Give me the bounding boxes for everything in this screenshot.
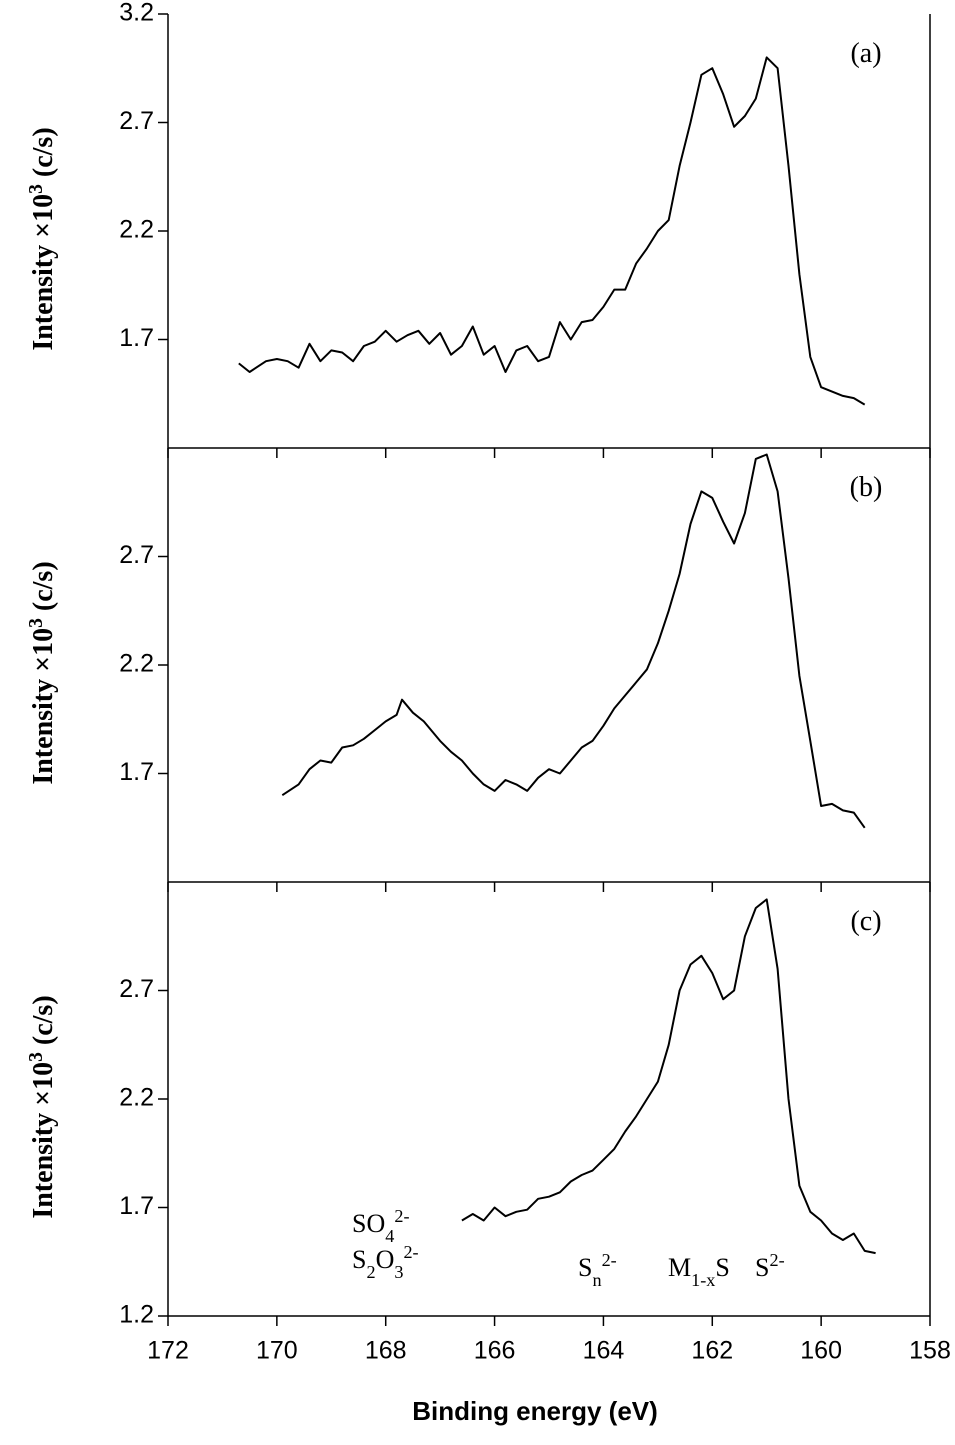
text-segment: M (668, 1253, 691, 1282)
x-tick-label: 162 (691, 1337, 733, 1365)
text-segment: S (352, 1245, 366, 1274)
text-segment: (c/s) (28, 127, 59, 177)
y-tick-label: 1.7 (119, 758, 154, 786)
text-segment: 3 (394, 1262, 403, 1282)
y-axis-label: Intensity ×103 (c/s) (26, 995, 60, 1218)
text-segment: 3 (26, 618, 47, 628)
text-segment: n (592, 1270, 601, 1290)
y-tick-label: 1.7 (119, 324, 154, 352)
text-segment: Intensity ×10 (28, 1062, 59, 1219)
text-segment: O (376, 1245, 395, 1274)
text-segment: S (578, 1253, 592, 1282)
y-tick-label: 2.7 (119, 975, 154, 1003)
panel-label: (c) (850, 906, 881, 937)
y-tick-label: 2.7 (119, 107, 154, 135)
text-segment: SO (352, 1209, 385, 1238)
y-tick-label: 3.2 (119, 0, 154, 27)
x-axis-label: Binding energy (eV) (412, 1396, 658, 1426)
x-tick-label: 172 (147, 1337, 189, 1365)
text-segment: Intensity ×10 (28, 194, 59, 351)
x-tick-label: 164 (583, 1337, 625, 1365)
text-segment: 2- (394, 1206, 409, 1226)
y-tick-label: 2.2 (119, 1084, 154, 1112)
x-tick-label: 166 (474, 1337, 516, 1365)
y-tick-label: 2.2 (119, 216, 154, 244)
y-tick-label: 2.2 (119, 650, 154, 678)
text-segment: (c/s) (28, 561, 59, 611)
panel-label: (a) (850, 38, 881, 69)
annotation: SO42- (352, 1206, 410, 1246)
text-segment: 2- (602, 1250, 617, 1270)
text-segment: 2- (403, 1242, 418, 1262)
x-tick-label: 160 (800, 1337, 842, 1365)
y-tick-label: 2.7 (119, 541, 154, 569)
x-tick-label: 170 (256, 1337, 298, 1365)
x-tick-label: 158 (909, 1337, 951, 1365)
text-segment: 2- (769, 1250, 784, 1270)
annotation: S2O32- (352, 1242, 419, 1282)
x-tick-label: 168 (365, 1337, 407, 1365)
y-tick-label: 1.2 (119, 1301, 154, 1329)
text-segment: 3 (26, 184, 47, 194)
text-segment: S (755, 1253, 769, 1282)
y-axis-label: Intensity ×103 (c/s) (26, 561, 60, 784)
panel-label: (b) (850, 472, 883, 503)
annotation: Sn2- (578, 1250, 617, 1290)
y-axis-label: Intensity ×103 (c/s) (26, 127, 60, 350)
text-segment: 2 (366, 1262, 375, 1282)
text-segment: S (715, 1253, 729, 1282)
annotation: S2- (755, 1250, 785, 1282)
text-segment: (c/s) (28, 995, 59, 1045)
text-segment: 4 (385, 1226, 394, 1246)
line-series (461, 898, 876, 1255)
annotation: M1-xS (668, 1253, 730, 1290)
text-segment: 3 (26, 1052, 47, 1062)
y-tick-label: 1.7 (119, 1192, 154, 1220)
text-segment: Intensity ×10 (28, 628, 59, 785)
line-series (238, 56, 866, 406)
text-segment: 1-x (691, 1270, 715, 1290)
line-series (281, 453, 866, 829)
